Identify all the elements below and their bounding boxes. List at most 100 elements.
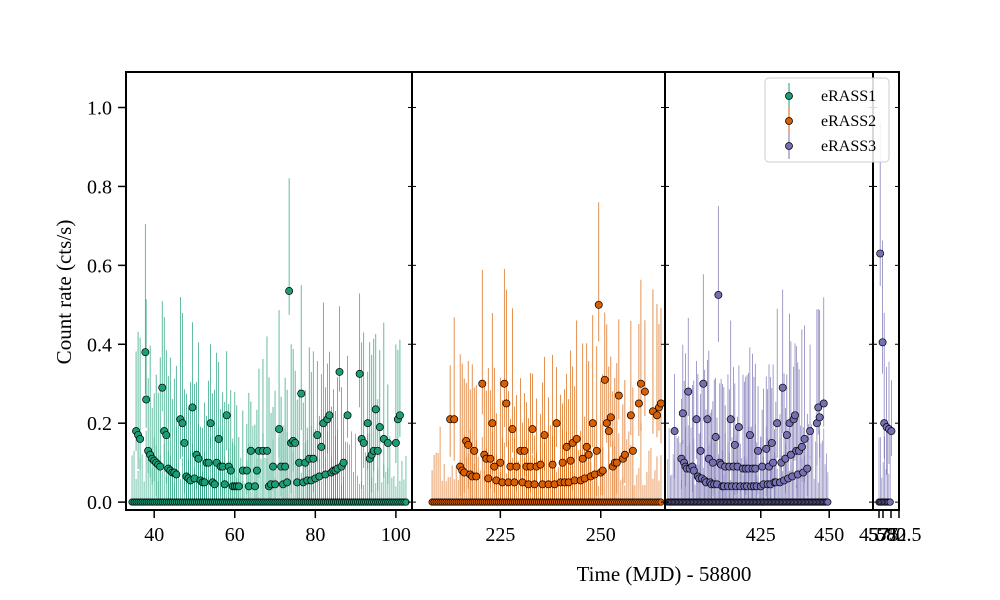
data-point bbox=[657, 399, 665, 408]
data-point bbox=[194, 454, 203, 463]
data-point-zero bbox=[824, 498, 832, 506]
data-point bbox=[339, 458, 348, 467]
data-point bbox=[778, 383, 787, 392]
data-point bbox=[689, 466, 698, 475]
data-point bbox=[606, 413, 615, 422]
data-point bbox=[598, 466, 607, 475]
data-point bbox=[206, 419, 215, 428]
legend-label-erass1: eRASS1 bbox=[821, 88, 876, 105]
legend-item-erass1: eRASS1 bbox=[785, 83, 876, 109]
data-point bbox=[200, 478, 209, 487]
data-point bbox=[814, 403, 823, 412]
legend-item-erass3: eRASS3 bbox=[785, 133, 876, 159]
data-point bbox=[806, 427, 815, 436]
data-point bbox=[614, 391, 623, 400]
y-tick-label: 0.4 bbox=[87, 334, 112, 356]
data-point bbox=[612, 458, 621, 467]
x-tick-label: 80 bbox=[305, 524, 325, 546]
data-point bbox=[767, 438, 776, 447]
data-point bbox=[751, 464, 760, 473]
data-point bbox=[754, 446, 763, 455]
data-point bbox=[355, 369, 364, 378]
data-point bbox=[486, 454, 495, 463]
data-point bbox=[815, 413, 824, 422]
data-point bbox=[178, 419, 187, 428]
data-point bbox=[887, 427, 896, 436]
data-point bbox=[592, 446, 601, 455]
data-point bbox=[708, 458, 717, 467]
data-point bbox=[210, 480, 219, 489]
y-axis: 0.0 0.2 0.4 0.6 0.8 1.0 bbox=[87, 98, 899, 514]
data-point bbox=[684, 387, 693, 396]
data-point bbox=[226, 466, 235, 475]
data-point bbox=[678, 409, 687, 418]
data-point bbox=[281, 462, 290, 471]
data-point-zero bbox=[886, 498, 894, 506]
data-point bbox=[371, 405, 380, 414]
data-point bbox=[800, 435, 809, 443]
data-point bbox=[375, 423, 384, 432]
data-point bbox=[640, 387, 649, 396]
data-point bbox=[653, 411, 661, 420]
data-point bbox=[269, 462, 277, 471]
x-tick-label: 250 bbox=[586, 524, 616, 546]
legend-label-erass3: eRASS3 bbox=[821, 138, 876, 155]
data-point bbox=[699, 379, 708, 388]
data-point bbox=[242, 466, 251, 475]
data-point bbox=[782, 431, 791, 439]
data-point bbox=[472, 472, 481, 481]
data-point bbox=[594, 300, 603, 309]
data-point bbox=[204, 458, 213, 467]
data-point bbox=[588, 419, 597, 428]
data-point bbox=[214, 435, 223, 443]
x-tick-label: 40 bbox=[144, 524, 164, 546]
data-point bbox=[359, 438, 368, 447]
data-point bbox=[220, 480, 229, 489]
y-tick-label: 0.6 bbox=[87, 255, 112, 277]
data-point bbox=[552, 419, 561, 428]
data-point bbox=[781, 454, 790, 463]
data-point bbox=[234, 482, 243, 491]
data-point bbox=[528, 425, 537, 434]
x-tick-label: 577 bbox=[868, 524, 898, 546]
data-point bbox=[325, 411, 334, 420]
data-point bbox=[136, 435, 145, 443]
data-point bbox=[734, 423, 743, 432]
data-point bbox=[313, 431, 322, 439]
data-point bbox=[711, 433, 720, 441]
x-tick-label: 582.5 bbox=[877, 524, 922, 546]
data-point bbox=[188, 403, 197, 412]
x-tick-label: 450 bbox=[814, 524, 844, 546]
data-point bbox=[604, 427, 613, 436]
data-point bbox=[158, 383, 167, 392]
legend-label-erass2: eRASS2 bbox=[821, 113, 876, 130]
panel-frame bbox=[872, 71, 900, 511]
data-point bbox=[758, 462, 767, 471]
data-point bbox=[562, 442, 571, 451]
data-point bbox=[383, 438, 392, 447]
legend: eRASS1 eRASS2 eRASS3 bbox=[764, 77, 890, 163]
data-point bbox=[470, 446, 479, 455]
data-point bbox=[636, 379, 645, 388]
x-axis-title: Time (MJD) - 58800 bbox=[577, 562, 752, 586]
data-point bbox=[520, 446, 529, 455]
data-point bbox=[141, 348, 150, 357]
data-point bbox=[602, 419, 611, 428]
data-point bbox=[578, 454, 587, 463]
data-point bbox=[819, 399, 828, 408]
data-point bbox=[156, 462, 165, 471]
data-point bbox=[512, 462, 521, 471]
data-point bbox=[297, 389, 306, 398]
data-point bbox=[335, 367, 344, 376]
data-point bbox=[548, 460, 557, 469]
data-point bbox=[582, 442, 591, 451]
data-point bbox=[670, 427, 679, 436]
data-point bbox=[791, 411, 799, 420]
data-point bbox=[566, 456, 575, 465]
data-point bbox=[222, 411, 231, 420]
data-point bbox=[769, 458, 778, 467]
data-point bbox=[283, 478, 292, 487]
legend-item-erass2: eRASS2 bbox=[785, 108, 876, 134]
x-tick-label: 425 bbox=[746, 524, 776, 546]
data-point bbox=[285, 287, 294, 295]
